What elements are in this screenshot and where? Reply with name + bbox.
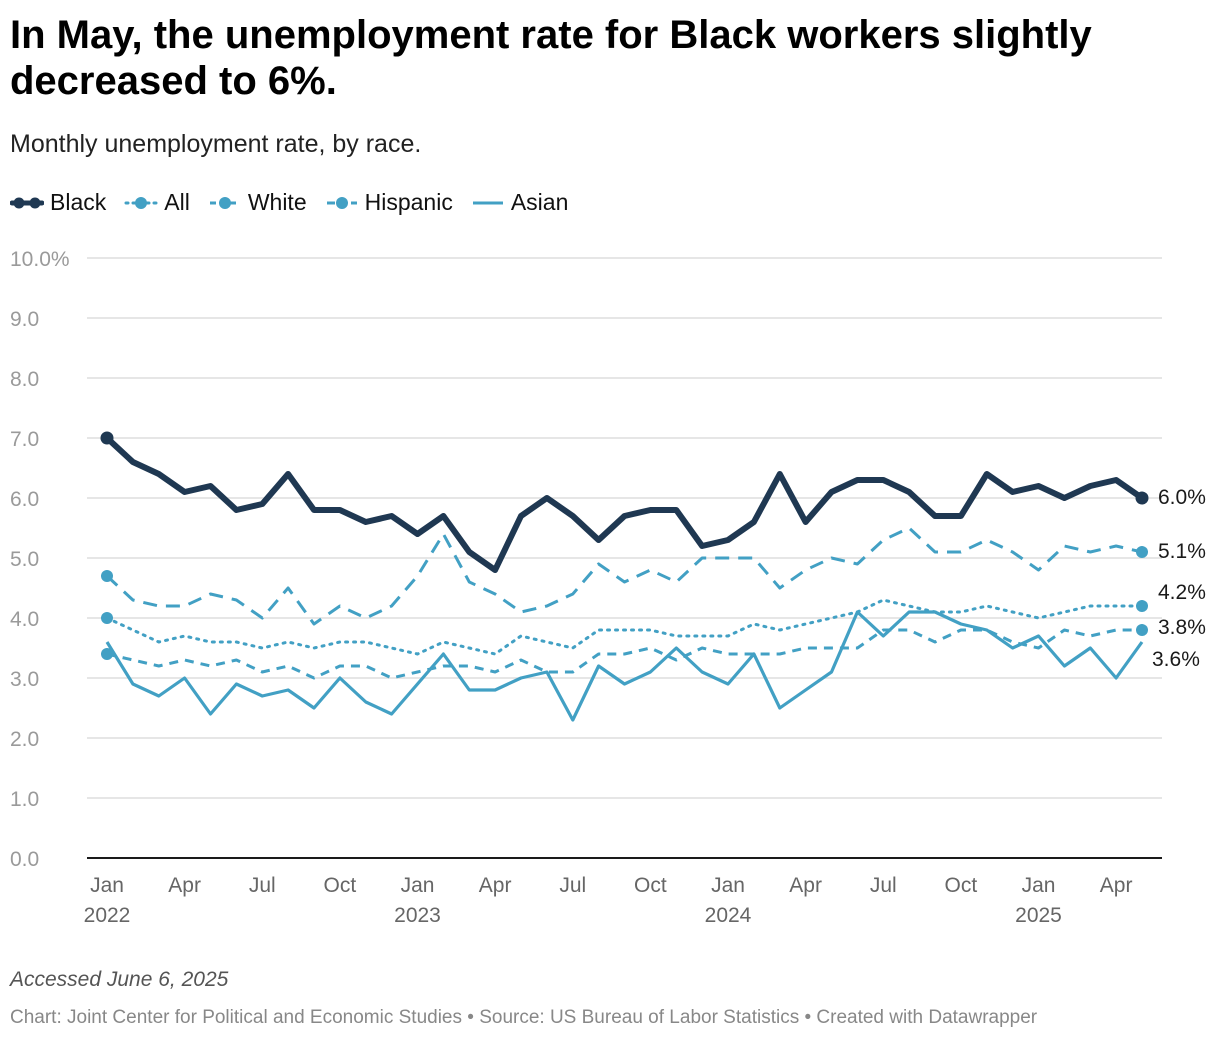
x-tick-label-10: Jul <box>870 874 897 897</box>
y-tick-label-1: 1.0 <box>10 788 39 811</box>
x-tick-label-0: Jan <box>90 874 124 897</box>
series-line-hispanic <box>105 526 1143 626</box>
end-label-asian: 3.6% <box>1152 648 1200 671</box>
legend-item-asian: Asian <box>471 189 569 216</box>
legend-item-hispanic: Hispanic <box>325 189 453 216</box>
y-tick-label-7: 7.0 <box>10 428 39 451</box>
footer-accessed-note: Accessed June 6, 2025 <box>10 968 229 991</box>
x-tick-year-4: 2023 <box>394 904 441 927</box>
y-tick-label-9: 9.0 <box>10 308 39 331</box>
legend-swatch-white <box>209 196 240 209</box>
x-tick-label-12: Jan <box>1022 874 1056 897</box>
legend-swatch-asian <box>472 201 503 204</box>
series-line-all <box>105 598 1144 656</box>
x-tick-label-7: Oct <box>634 874 667 897</box>
series-end-point-all <box>1136 600 1148 612</box>
legend-label-asian: Asian <box>510 189 569 215</box>
x-tick-label-1: Apr <box>168 874 201 897</box>
series-line-white <box>106 628 1142 680</box>
legend-swatch-all <box>124 196 158 209</box>
x-tick-label-8: Jan <box>711 874 745 897</box>
legend: Black All White Hispanic Asian <box>10 189 568 216</box>
legend-label-black: Black <box>50 189 107 215</box>
footer-credit: Chart: Joint Center for Political and Ec… <box>10 1007 1038 1028</box>
end-label-all: 4.2% <box>1158 581 1206 604</box>
x-tick-label-9: Apr <box>789 874 822 897</box>
x-tick-label-5: Apr <box>479 874 512 897</box>
y-tick-label-3: 3.0 <box>10 668 39 691</box>
x-tick-label-2: Jul <box>249 874 276 897</box>
legend-label-hispanic: Hispanic <box>364 189 453 215</box>
series-start-point-hispanic <box>101 570 113 582</box>
y-tick-label-8: 8.0 <box>10 368 39 391</box>
x-tick-label-6: Jul <box>559 874 586 897</box>
legend-label-all: All <box>164 189 190 215</box>
end-label-hispanic: 5.1% <box>1158 540 1206 563</box>
x-tick-label-4: Jan <box>401 874 435 897</box>
legend-swatch-hispanic <box>326 196 357 209</box>
chart-title: In May, the unemployment rate for Black … <box>10 13 1092 103</box>
series-end-point-black <box>1135 491 1149 505</box>
x-tick-label-11: Oct <box>945 874 978 897</box>
series-end-point-hispanic <box>1136 546 1148 558</box>
series-line-asian <box>105 610 1144 722</box>
line-chart: 0.0 1.0 2.0 3.0 4.0 5.0 6.0 7.0 8.0 9.0 10.0% Jan 20… <box>10 248 1206 927</box>
y-tick-label-4: 4.0 <box>10 608 39 631</box>
legend-item-white: White <box>208 189 307 216</box>
end-label-black: 6.0% <box>1158 486 1206 509</box>
y-tick-label-10: 10.0% <box>10 248 70 271</box>
y-tick-label-5: 5.0 <box>10 548 39 571</box>
x-tick-year-12: 2025 <box>1015 904 1062 927</box>
chart-subtitle: Monthly unemployment rate, by race. <box>10 130 422 158</box>
y-tick-label-6: 6.0 <box>10 488 39 511</box>
x-tick-year-8: 2024 <box>705 904 752 927</box>
x-tick-label-3: Oct <box>324 874 357 897</box>
series-start-point-black <box>100 431 114 445</box>
y-tick-label-0: 0.0 <box>10 848 39 871</box>
series-start-point-white <box>101 648 113 660</box>
x-tick-year-0: 2022 <box>84 904 131 927</box>
legend-label-white: White <box>247 189 307 215</box>
legend-item-black: Black <box>10 189 106 216</box>
series-line-black <box>104 435 1144 573</box>
series-end-point-white <box>1136 624 1148 636</box>
series-start-point-all <box>101 612 113 624</box>
legend-swatch-black <box>10 197 44 208</box>
x-tick-label-13: Apr <box>1100 874 1133 897</box>
legend-item-all: All <box>124 189 190 216</box>
y-tick-label-2: 2.0 <box>10 728 39 751</box>
end-label-white: 3.8% <box>1158 616 1206 639</box>
